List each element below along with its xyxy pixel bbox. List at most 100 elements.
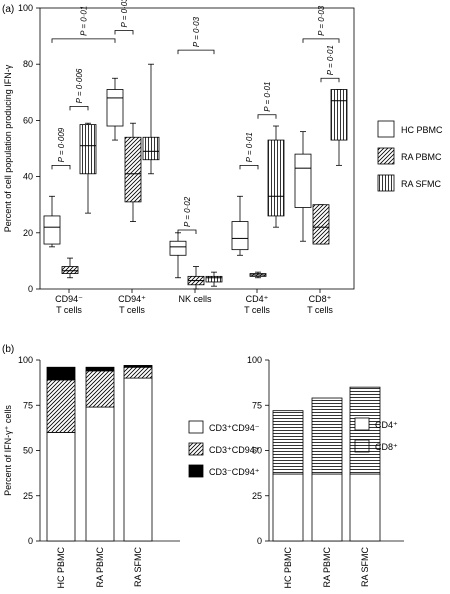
- x-group-label: CD8⁺: [309, 294, 332, 304]
- box-iqr: [79, 124, 97, 175]
- stacked-bar-segment: [85, 366, 115, 372]
- x-group-label: NK cells: [178, 294, 212, 304]
- y-tick-label: 100: [18, 355, 33, 365]
- x-category-label: HC PBMC: [283, 547, 293, 589]
- legend-label: CD3⁺CD94⁻: [209, 423, 260, 433]
- y-tick-label: 25: [252, 491, 262, 501]
- stacked-bar-segment: [311, 397, 343, 475]
- significance-bracket: [320, 77, 340, 83]
- stacked-bar-segment: [272, 410, 304, 475]
- significance-bracket: [51, 38, 116, 43]
- x-group-sublabel: T cells: [244, 305, 270, 315]
- y-tick-label: 50: [23, 446, 33, 456]
- legend-swatch: [354, 417, 370, 431]
- x-group-sublabel: T cells: [56, 305, 82, 315]
- box-iqr: [267, 139, 285, 217]
- p-value-label: P = 0·01: [245, 132, 254, 162]
- significance-bracket: [257, 114, 277, 119]
- legend-label: CD4⁺: [375, 420, 398, 430]
- x-group-sublabel: T cells: [119, 305, 145, 315]
- legend-label: HC PBMC: [401, 125, 443, 135]
- legend-label: RA PBMC: [401, 152, 442, 162]
- y-tick-label: 100: [247, 355, 262, 365]
- x-group-label: CD94⁻: [55, 294, 83, 304]
- x-group-label: CD4⁺: [246, 294, 269, 304]
- x-category-label: RA PBMC: [95, 547, 105, 588]
- stacked-bar-segment: [85, 406, 115, 542]
- y-tick-label: 0: [28, 536, 33, 546]
- y-tick-label: 50: [252, 446, 262, 456]
- legend-swatch: [377, 174, 395, 192]
- y-tick-label: 75: [23, 400, 33, 410]
- legend-label: CD3⁻CD94⁺: [209, 467, 260, 477]
- stacked-bar-segment: [46, 366, 76, 381]
- stacked-bar-chart-right: 0 25 50 75 100 HC PBMC RA PBMC RA SFMC CD4⁺ CD8⁺: [247, 355, 404, 589]
- p-value-label: P = 0·03: [192, 16, 201, 47]
- y-tick-label: 60: [23, 115, 33, 125]
- significance-bracket: [51, 164, 71, 170]
- legend-label: CD8⁺: [375, 442, 398, 452]
- box-iqr: [205, 275, 223, 283]
- p-value-label: P = 0·01: [80, 6, 89, 36]
- stacked-bar-segment: [46, 431, 76, 542]
- x-category-label: RA PBMC: [322, 547, 332, 588]
- significance-bracket: [114, 30, 134, 35]
- significance-bracket: [69, 105, 89, 111]
- box-iqr: [142, 136, 160, 161]
- p-value-label: P = 0·02: [183, 196, 192, 227]
- y-tick-label: 40: [23, 172, 33, 182]
- legend-swatch: [188, 442, 204, 456]
- y-tick-label: 0: [28, 284, 33, 294]
- box-iqr: [312, 204, 330, 245]
- legend-swatch: [188, 420, 204, 434]
- box-iqr: [106, 89, 124, 127]
- y-tick-label: 25: [23, 491, 33, 501]
- legend-swatch: [377, 147, 395, 165]
- significance-bracket: [177, 229, 197, 234]
- p-value-label: P = 0·03: [120, 0, 129, 27]
- legend-swatch: [188, 464, 204, 478]
- box-plot-panel-a: 0 20 40 60 80 100 Percent of cell population p…: [3, 0, 443, 315]
- box-iqr: [61, 266, 79, 274]
- box-iqr: [294, 153, 312, 208]
- box-iqr: [330, 89, 348, 141]
- panel-b-label: (b): [2, 344, 14, 355]
- stacked-bar-segment: [349, 473, 381, 542]
- stacked-bar-segment: [123, 366, 153, 379]
- stacked-bar-segment: [123, 377, 153, 542]
- stacked-bar-chart-left: 0 25 50 75 100 Percent of IFN-γ⁺ cells HC PBMC…: [3, 355, 260, 589]
- x-category-label: RA SFMC: [360, 547, 370, 588]
- p-value-label: P = 0·009: [57, 127, 66, 162]
- x-category-label: HC PBMC: [56, 547, 66, 589]
- p-value-label: P = 0·01: [263, 82, 272, 112]
- p-value-label: P = 0·006: [75, 68, 84, 103]
- stacked-bar-segment: [311, 473, 343, 542]
- significance-bracket: [302, 38, 340, 43]
- significance-bracket: [239, 164, 259, 170]
- y-tick-label: 80: [23, 59, 33, 69]
- box-iqr: [231, 221, 249, 251]
- legend-label: RA SFMC: [401, 179, 442, 189]
- x-category-label: RA SFMC: [133, 547, 143, 588]
- x-group-sublabel: T cells: [307, 305, 333, 315]
- panel-a-label: (a): [2, 4, 14, 15]
- y-tick-label: 100: [18, 3, 33, 13]
- y-axis-label: Percent of cell population producing IFN…: [3, 64, 13, 232]
- y-axis-label: Percent of IFN-γ⁺ cells: [3, 405, 13, 496]
- box-iqr: [124, 136, 142, 203]
- x-group-label: CD94⁺: [118, 294, 146, 304]
- legend-swatch: [354, 439, 370, 453]
- box-iqr: [43, 215, 61, 245]
- stacked-bar-segment: [46, 379, 76, 433]
- stacked-bar-segment: [85, 370, 115, 408]
- p-value-label: P = 0·01: [326, 45, 335, 75]
- legend-label: CD3⁺CD94⁺: [209, 445, 260, 455]
- p-value-label: P = 0·03: [317, 5, 326, 36]
- box-iqr: [169, 240, 187, 256]
- stacked-bar-segment: [123, 365, 153, 368]
- stacked-bar-segment: [349, 386, 381, 475]
- y-tick-label: 20: [23, 228, 33, 238]
- legend-swatch: [377, 120, 395, 138]
- y-tick-label: 0: [257, 536, 262, 546]
- significance-bracket: [177, 49, 215, 55]
